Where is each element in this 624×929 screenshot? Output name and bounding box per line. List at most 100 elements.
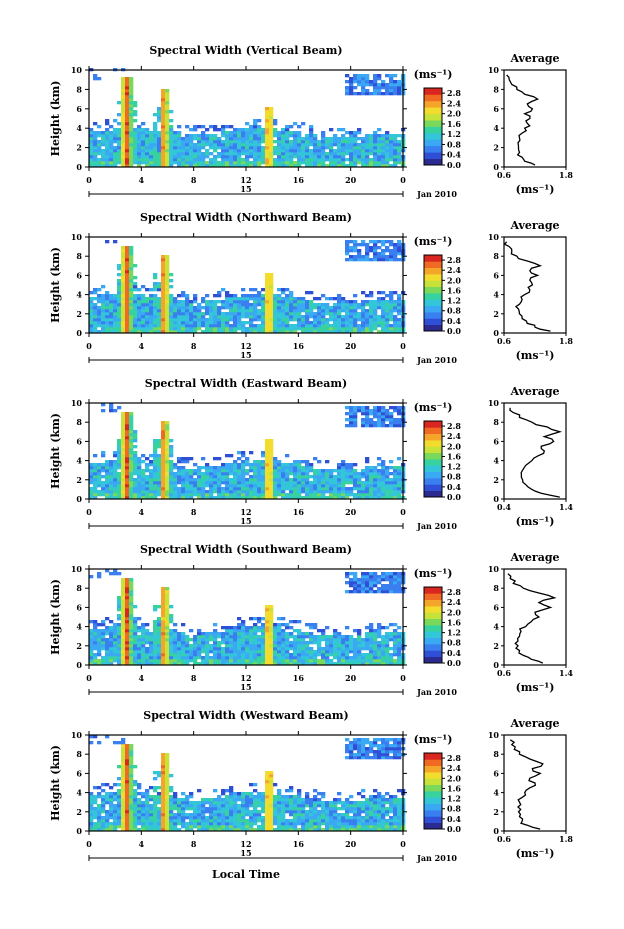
heatmap-cell <box>233 460 238 464</box>
heatmap-cell <box>133 439 138 443</box>
heatmap-cell <box>301 653 306 657</box>
heatmap-cell <box>137 125 142 129</box>
heatmap-cell <box>293 629 298 633</box>
heatmap-cell <box>297 460 302 464</box>
heatmap-cell <box>117 264 122 268</box>
heatmap-cell <box>277 155 282 159</box>
heatmap-cell <box>393 493 398 497</box>
heatmap-cell <box>105 493 110 497</box>
heatmap-cell <box>329 297 334 301</box>
heatmap-cell <box>197 158 202 162</box>
heatmap-cell <box>269 291 274 295</box>
heatmap-cell <box>393 481 398 485</box>
average-frame <box>503 236 567 334</box>
heatmap-cell <box>185 306 190 310</box>
heatmap-cell <box>229 155 234 159</box>
heatmap-cell <box>93 653 98 657</box>
average-profile-line <box>503 241 551 332</box>
heatmap-cell <box>225 297 230 301</box>
heatmap-cell <box>165 264 170 268</box>
heatmap-cell <box>265 626 270 630</box>
heatmap-cell <box>105 300 110 304</box>
heatmap-cell <box>117 445 122 449</box>
heatmap-cell <box>277 626 282 630</box>
heatmap-cell <box>137 149 142 153</box>
heatmap-cell <box>129 294 134 298</box>
heatmap-cell <box>305 481 310 485</box>
heatmap-cell <box>133 620 138 624</box>
heatmap-cell <box>305 318 310 322</box>
heatmap-cell <box>393 255 398 259</box>
heatmap-cell <box>297 155 302 159</box>
heatmap-cell <box>121 430 126 434</box>
heatmap-cell <box>373 484 378 488</box>
heatmap-cell <box>121 146 126 150</box>
heatmap-cell <box>321 490 326 494</box>
heatmap-cell <box>157 315 162 319</box>
heatmap-cell <box>349 258 354 262</box>
heatmap-cell <box>397 653 402 657</box>
heatmap-cell <box>161 104 166 108</box>
heatmap-cell <box>201 315 206 319</box>
heatmap-cell <box>229 146 234 150</box>
heatmap-cell <box>157 484 162 488</box>
heatmap-cell <box>309 484 314 488</box>
heatmap-cell <box>277 315 282 319</box>
heatmap-cell <box>181 662 186 666</box>
heatmap-cell <box>297 306 302 310</box>
heatmap-cell <box>213 641 218 645</box>
y-tick-label: 6 <box>76 436 82 446</box>
heatmap-cell <box>237 617 242 621</box>
heatmap-cell <box>145 306 150 310</box>
heatmap-cell <box>113 569 118 573</box>
heatmap-cell <box>313 158 318 162</box>
heatmap-cell <box>141 146 146 150</box>
heatmap-cell <box>341 297 346 301</box>
heatmap-cell <box>97 647 102 651</box>
heatmap-cell <box>105 321 110 325</box>
heatmap-cell <box>241 487 246 491</box>
heatmap-cell <box>253 297 258 301</box>
heatmap-cell <box>257 149 262 153</box>
heatmap-cell <box>285 623 290 627</box>
heatmap-cell <box>293 137 298 141</box>
heatmap-cell <box>253 318 258 322</box>
heatmap-cell <box>121 80 126 84</box>
heatmap-cell <box>329 318 334 322</box>
heatmap-cell <box>341 656 346 660</box>
heatmap-cell <box>293 315 298 319</box>
heatmap-cell <box>89 137 94 141</box>
heatmap-cell <box>157 318 162 322</box>
heatmap-cell <box>325 653 330 657</box>
heatmap-cell <box>265 475 270 479</box>
heatmap-cell <box>133 104 138 108</box>
heatmap-cell <box>277 493 282 497</box>
heatmap-cell <box>125 463 130 467</box>
heatmap-cell <box>293 472 298 476</box>
heatmap-cell <box>249 635 254 639</box>
y-tick-label: 8 <box>76 84 82 94</box>
heatmap-cell <box>205 493 210 497</box>
heatmap-cell <box>385 258 390 262</box>
heatmap-cell <box>337 143 342 147</box>
heatmap-cell <box>213 659 218 663</box>
heatmap-cell <box>289 131 294 135</box>
x-tick-label: 8 <box>191 341 197 351</box>
heatmap-cell <box>233 626 238 630</box>
heatmap-cell <box>289 324 294 328</box>
heatmap-cell <box>389 460 394 464</box>
heatmap-cell <box>161 297 166 301</box>
heatmap-cell <box>153 490 158 494</box>
heatmap-cell <box>97 641 102 645</box>
heatmap-cell <box>369 321 374 325</box>
heatmap-cell <box>177 647 182 651</box>
heatmap-cell <box>169 161 174 165</box>
heatmap-cell <box>297 152 302 156</box>
heatmap-cell <box>185 146 190 150</box>
heatmap-cell <box>373 635 378 639</box>
heatmap-cell <box>269 481 274 485</box>
heatmap-cell <box>277 656 282 660</box>
heatmap-cell <box>113 472 118 476</box>
heatmap-cell <box>97 481 102 485</box>
heatmap-cell <box>277 146 282 150</box>
